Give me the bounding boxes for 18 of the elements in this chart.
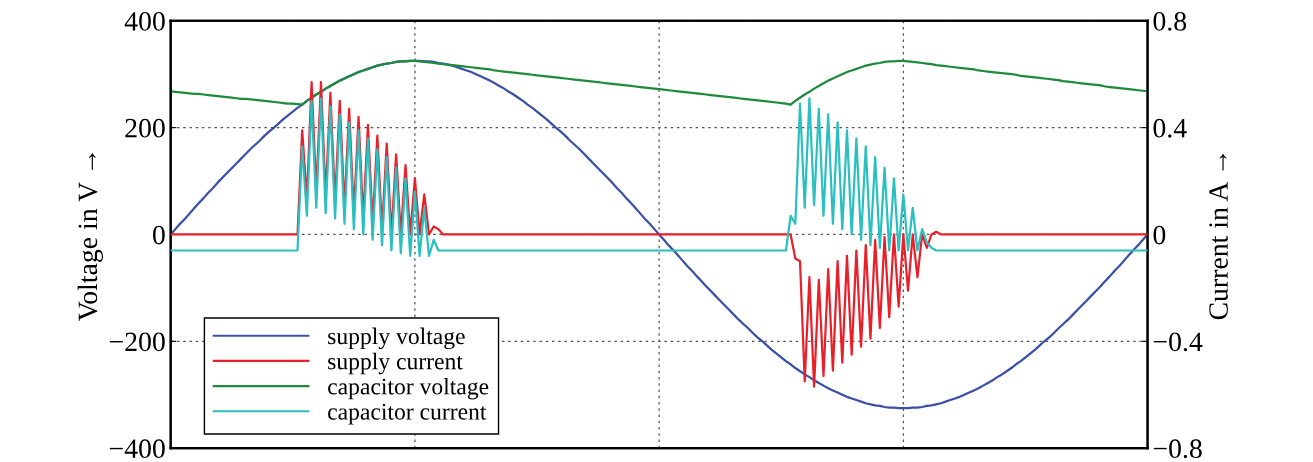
legend-label: capacitor current [328, 403, 487, 425]
y2-tick-label: −0.8 [1153, 439, 1202, 459]
y2-tick-label: 0.8 [1153, 11, 1187, 31]
legend-label: capacitor voltage [328, 377, 489, 400]
y2-axis-title: Current in A → [1209, 154, 1228, 320]
legend-label: supply voltage [328, 327, 465, 350]
y-tick-label: −400 [109, 439, 165, 459]
line-series [170, 97, 1148, 257]
y-tick-label: −200 [109, 332, 165, 352]
y2-tick-label: 0.4 [1153, 118, 1187, 138]
y-tick-label: 0 [153, 225, 165, 245]
y-tick-label: 400 [124, 11, 165, 31]
y-axis-title: Voltage in V → [77, 153, 103, 321]
legend-label: supply current [328, 352, 463, 375]
y2-tick-label: −0.4 [1153, 332, 1203, 352]
line-series [170, 59, 1148, 106]
y2-tick-label: 0 [1153, 225, 1166, 245]
y-tick-label: 200 [125, 118, 165, 138]
